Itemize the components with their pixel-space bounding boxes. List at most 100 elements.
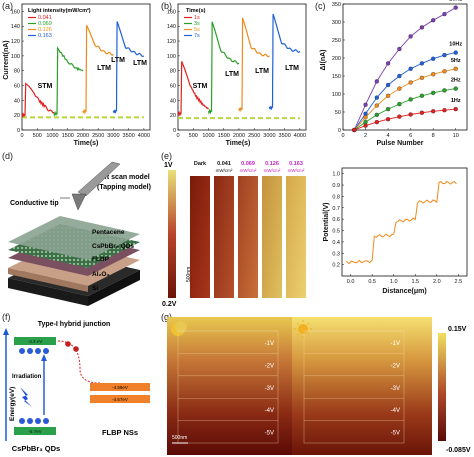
plot-c-series-10Hz bbox=[353, 52, 456, 131]
cb-cspbbr3 bbox=[14, 337, 56, 345]
lightning-icon bbox=[20, 387, 32, 407]
plot-c-point-10Hz bbox=[453, 50, 458, 55]
plot-b-ytick-label: 120 bbox=[167, 39, 176, 45]
plot-c-point-20Hz bbox=[385, 61, 391, 66]
plot-b-ytick-label: 100 bbox=[167, 54, 176, 60]
plot-c-point-2Hz bbox=[453, 86, 458, 91]
strip-value-1: 0.041 bbox=[217, 161, 231, 167]
plot-c-point-20Hz bbox=[408, 34, 413, 39]
energy-arrow-icon bbox=[3, 328, 9, 335]
plot-c-xtick-label: 4 bbox=[387, 133, 390, 139]
plot-b: 0 500 1000 1500 2000 2500 3000 3500 4000 0 20 40 60 8… bbox=[167, 3, 307, 139]
strip-value-2: 0.069 bbox=[241, 161, 255, 167]
plot-b-series-7s bbox=[268, 13, 301, 111]
plot-c-point-20Hz bbox=[419, 25, 425, 30]
flbp-level-2 bbox=[90, 395, 150, 403]
plot-c-point-2Hz bbox=[442, 88, 447, 93]
plot-c-point-5Hz bbox=[385, 93, 391, 98]
plot-c-point-2Hz bbox=[431, 90, 436, 96]
plot-c-label-10Hz: 10Hz bbox=[449, 42, 462, 48]
plot-a-xtick-label: 4000 bbox=[138, 133, 150, 139]
plot-b-xtick-label: 2500 bbox=[248, 133, 260, 139]
sun-icon bbox=[294, 320, 312, 338]
plot-b-xtick-label: 3000 bbox=[263, 133, 275, 139]
plot-e-ytick-label: 0.9 bbox=[332, 183, 340, 189]
volt-left-voltage: -1V bbox=[265, 341, 274, 347]
plot-c-ytick-label: 350 bbox=[332, 2, 341, 8]
plot-b-xtick-label: 1500 bbox=[218, 133, 230, 139]
level-vb-cspbbr3: -5.7eV bbox=[28, 429, 41, 434]
figure-bottom-row: (f) Type-I hybrid junction Energy(eV) -3… bbox=[2, 312, 471, 455]
vb-cspbbr3 bbox=[14, 427, 56, 435]
plot-e-ytick-label: 0.7 bbox=[332, 206, 340, 212]
colorbar-top-e: 1V bbox=[164, 162, 173, 169]
plot-a-xtick-label: 2500 bbox=[92, 133, 104, 139]
scalebar-e: 500nm bbox=[186, 267, 192, 282]
volt-right-voltage: -5V bbox=[391, 431, 400, 437]
plot-e-ytick-label: 0.3 bbox=[332, 251, 340, 257]
plot-b-series-3s bbox=[207, 21, 240, 115]
voltage-labels-dark: -1V -2V -3V -4V -5V bbox=[178, 330, 278, 437]
kpfm-strip-3 bbox=[262, 176, 282, 298]
plot-c-point-1Hz bbox=[442, 108, 447, 113]
plot-c-ytick-label: 200 bbox=[332, 56, 341, 62]
plot-b-frame bbox=[177, 3, 307, 131]
colorbar-top-g: 0.15V bbox=[448, 326, 467, 333]
plot-a-xtick-label: 500 bbox=[33, 133, 42, 139]
plot-c-point-5Hz bbox=[431, 72, 436, 77]
plot-c-point-2Hz bbox=[363, 119, 368, 125]
plot-c-point-1Hz bbox=[363, 123, 368, 128]
strip-unit-4: mW/cm² bbox=[288, 168, 305, 173]
legend-b-label: 7s bbox=[194, 33, 200, 39]
panel-letter-e: (e) bbox=[161, 151, 172, 161]
plot-c-point-5Hz bbox=[442, 69, 447, 74]
kpfm-strips: Dark 0.041mW/cm²0.069mW/cm²0.126mW/cm²0.1… bbox=[190, 161, 306, 298]
junction-title: Type-I hybrid junction bbox=[38, 321, 111, 328]
volt-left-voltage: -3V bbox=[265, 386, 274, 392]
plot-a-ytick-label: 20 bbox=[14, 113, 20, 119]
volt-right-voltage: -3V bbox=[391, 386, 400, 392]
panel-letter-b: (b) bbox=[161, 1, 172, 11]
plot-a-series-0.041 bbox=[21, 82, 55, 119]
strip-unit-1: mW/cm² bbox=[216, 168, 233, 173]
plot-a-ytick-label: 120 bbox=[11, 39, 20, 45]
plot-e-ytick-label: 0.4 bbox=[332, 240, 340, 246]
plot-c-point-2Hz bbox=[397, 101, 402, 107]
legend-b-label: 1s bbox=[194, 15, 200, 21]
plot-e-ytick-label: 0.5 bbox=[332, 229, 340, 235]
plot-a-frame bbox=[21, 3, 151, 131]
plot-a-ytick-label: 0 bbox=[17, 128, 20, 134]
ylabel-e: Potential(V) bbox=[323, 203, 330, 242]
volt-left-voltage: -2V bbox=[265, 363, 274, 369]
strip-unit-2: mW/cm² bbox=[240, 168, 257, 173]
kpfm-strip-2 bbox=[238, 176, 258, 298]
level-flbp-2: -4.67eV bbox=[112, 397, 128, 402]
kpfm-map-dark bbox=[167, 317, 307, 455]
plot-e-xtick-label: 2.5 bbox=[455, 279, 463, 285]
colorbar-e bbox=[168, 170, 176, 298]
volt-left-voltage: -5V bbox=[265, 431, 274, 437]
plot-c-label-2Hz: 2Hz bbox=[451, 78, 461, 84]
plot-c-series-20Hz bbox=[353, 7, 456, 131]
plot-c-point-20Hz bbox=[431, 18, 436, 23]
plot-b-ytick-label: 20 bbox=[170, 113, 176, 119]
volt-right-voltage: -2V bbox=[391, 363, 400, 369]
ylabel-c: ΔI(nA) bbox=[320, 50, 327, 71]
layer-cspbbr3: CsPbBr₃ QDs bbox=[92, 243, 134, 250]
legend-b-label: 3s bbox=[194, 21, 200, 27]
plot-b-ytick-label: 60 bbox=[170, 84, 176, 90]
plot-potential-profile: 0.0 0.5 1.0 1.5 2.0 2.5 0.2 0.3 0.4 0.5 0.6 0.7 0.8 0… bbox=[323, 167, 468, 295]
plot-a-ytick-label: 60 bbox=[14, 84, 20, 90]
plot-c-xtick-label: 0 bbox=[341, 133, 344, 139]
plot-c-point-1Hz bbox=[453, 106, 458, 112]
plot-c-point-20Hz bbox=[442, 11, 447, 17]
plot-c-point-10Hz bbox=[363, 111, 368, 116]
plot-a-annotation: LTM bbox=[133, 60, 147, 67]
plot-b-series-5s bbox=[238, 17, 270, 113]
plot-c-point-20Hz bbox=[374, 79, 379, 84]
plot-c: 024681005010015020025030035020Hz10Hz5Hz2… bbox=[332, 0, 468, 139]
figure-top-row: (a) 0 500 1000 1500 2000 2500 3000 3500 40000204… bbox=[2, 0, 468, 147]
legend-a-label: 0.041 bbox=[38, 15, 52, 21]
xlabel-a: Time(s) bbox=[74, 140, 99, 147]
plot-c-ytick-label: 50 bbox=[335, 110, 341, 116]
